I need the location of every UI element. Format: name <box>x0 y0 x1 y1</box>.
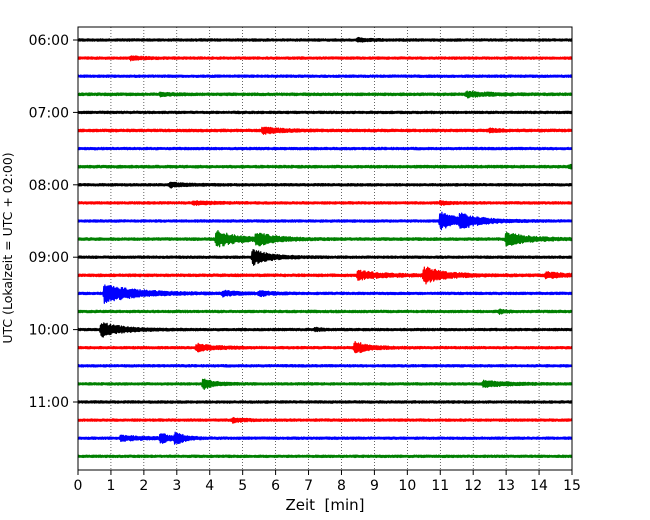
trace-line <box>77 322 573 338</box>
x-tick-label: 8 <box>337 478 346 494</box>
vertical-grid <box>110 27 540 470</box>
y-tick-label: 10:00 <box>29 323 69 339</box>
trace-line <box>77 416 573 424</box>
y-tick-label: 11:00 <box>29 395 69 411</box>
trace-line <box>77 90 573 99</box>
seismogram-traces <box>77 36 573 459</box>
trace-line <box>77 284 573 304</box>
x-tick-label: 2 <box>139 478 148 494</box>
x-tick-label: 12 <box>464 478 482 494</box>
x-tick-label: 5 <box>238 478 247 494</box>
y-tick-label: 09:00 <box>29 250 69 266</box>
x-tick-label: 13 <box>497 478 515 494</box>
trace-line <box>77 74 573 79</box>
trace-line <box>77 229 573 248</box>
trace-line <box>77 363 573 368</box>
y-tick-label: 07:00 <box>29 105 69 121</box>
trace-line <box>77 400 573 404</box>
plot-frame <box>77 26 573 471</box>
x-tick-label: 11 <box>431 478 449 494</box>
trace-line <box>77 308 573 315</box>
trace-line <box>77 146 573 151</box>
y-tick-label: 08:00 <box>29 178 69 194</box>
x-tick-label: 10 <box>398 478 416 494</box>
trace-line <box>77 110 573 115</box>
x-axis-title: Zeit [min] <box>285 496 364 514</box>
y-axis-title: UTC (Lokalzeit = UTC + 02:00) <box>0 152 15 343</box>
x-tick-label: 4 <box>205 478 214 494</box>
trace-line <box>77 266 573 285</box>
x-tick-label: 7 <box>304 478 313 494</box>
trace-line <box>77 55 573 62</box>
x-tick-label: 15 <box>563 478 581 494</box>
trace-line <box>77 181 573 189</box>
y-tick-label: 06:00 <box>29 33 69 49</box>
x-tick-label: 9 <box>370 478 379 494</box>
trace-line <box>77 163 573 170</box>
trace-line <box>77 378 573 390</box>
x-tick-label: 6 <box>271 478 280 494</box>
trace-line <box>77 431 573 445</box>
trace-line <box>77 248 573 266</box>
trace-line <box>77 126 573 135</box>
x-tick-label: 14 <box>530 478 548 494</box>
trace-line <box>77 199 573 206</box>
trace-line <box>77 36 573 43</box>
y-axis-ticks: 06:00 07:00 08:00 09:00 10:00 11:00 <box>29 33 78 411</box>
trace-line <box>77 341 573 354</box>
x-tick-label: 3 <box>172 478 181 494</box>
trace-line <box>77 454 573 459</box>
x-tick-label: 1 <box>106 478 115 494</box>
x-axis-ticks: 0 1 2 3 4 5 6 7 8 9 10 11 12 13 14 15 <box>74 470 581 494</box>
x-tick-label: 0 <box>74 478 83 494</box>
trace-line <box>77 211 573 231</box>
